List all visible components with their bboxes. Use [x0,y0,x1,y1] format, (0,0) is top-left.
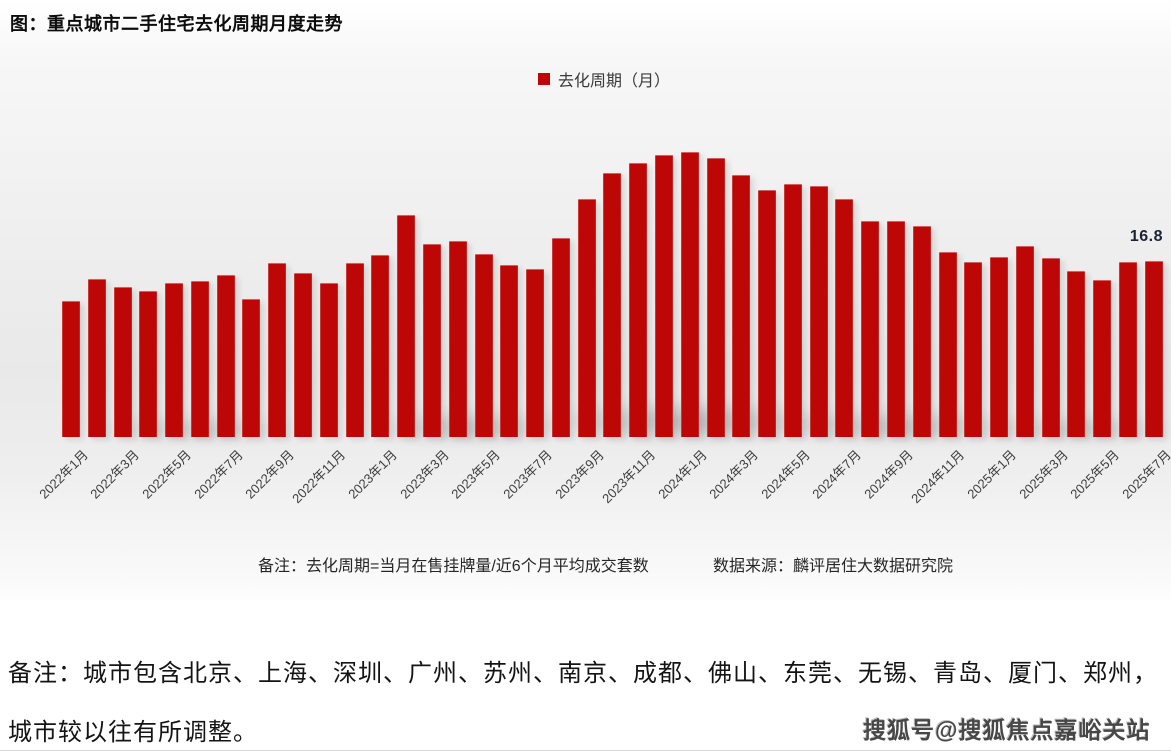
bar-2022年5月 [165,282,184,437]
chart: 图：重点城市二手住宅去化周期月度走势 去化周期（月） 2022年1月 2022年3… [0,0,1171,600]
bar-2022年9月 [268,262,287,437]
data-label-last: 16.8 [1129,228,1163,245]
bar-2023年11月 [629,163,648,437]
bar-2024年12月 [964,261,983,437]
x-tick-label: 2024年3月 [706,447,762,502]
caption-line2: 城市较以往有所调整。 [8,720,258,746]
bar-2023年4月 [448,240,467,437]
bar-2024年10月 [912,226,931,437]
bar-2022年4月 [139,291,158,437]
x-tick-label: 2023年3月 [397,447,452,502]
x-tick-label: 2024年11月 [908,447,968,507]
footnote-note: 备注：去化周期=当月在售挂牌量/近6个月平均成交套数 [258,558,649,575]
x-tick-label: 2022年3月 [87,447,143,502]
x-tick-label: 2024年1月 [655,447,710,502]
x-tick-label: 2024年9月 [861,447,916,502]
bar-2024年4月 [758,190,777,437]
bar-2022年3月 [113,286,132,437]
legend-swatch-icon [538,73,550,85]
bar-2023年10月 [603,172,622,437]
bar-2023年2月 [397,214,416,437]
caption-line1: 备注：城市包含北京、上海、深圳、广州、苏州、南京、成都、佛山、东莞、无锡、青岛、… [8,661,1158,687]
bar-2023年6月 [500,264,519,437]
bar-2024年11月 [938,252,957,437]
x-tick-label: 2025年3月 [1016,447,1071,502]
bar-2023年9月 [577,198,596,437]
bar-2022年11月 [319,282,338,437]
bar-2022年2月 [87,278,106,437]
bar-2022年12月 [345,262,364,437]
x-tick-label: 2022年5月 [139,447,194,502]
bar-2024年3月 [732,174,751,437]
x-tick-label: 2023年5月 [448,447,504,502]
bar-2024年5月 [783,184,802,437]
x-tick-label: 2022年11月 [289,447,349,507]
x-tick-label: 2024年5月 [758,447,813,502]
bar-2025年3月 [1041,257,1060,437]
watermark: 搜狐号@搜狐焦点嘉峪关站 [863,717,1151,743]
x-tick-label: 2023年1月 [345,447,401,502]
bar-2024年1月 [680,151,699,437]
x-tick-label: 2022年7月 [190,447,246,502]
bar-2023年3月 [422,243,441,437]
bar-2024年7月 [835,198,854,437]
legend-label: 去化周期（月） [558,73,671,90]
x-tick-label: 2025年7月 [1119,447,1171,502]
bar-2022年7月 [216,275,235,437]
bar-2025年1月 [990,256,1009,437]
bar-2024年6月 [809,186,828,437]
chart-title: 图：重点城市二手住宅去化周期月度走势 [10,14,343,34]
x-tick-label: 2023年11月 [599,447,659,507]
bottom-divider [0,750,1171,751]
x-tick-label: 2023年7月 [500,447,555,502]
bar-2024年2月 [706,157,725,437]
bar-2022年1月 [62,300,80,437]
bar-2024年9月 [887,220,905,437]
bar-2025年4月 [1067,271,1086,437]
x-tick-label: 2022年9月 [242,447,298,502]
bar-2025年7月 [1144,260,1163,437]
bar-2022年8月 [242,298,261,437]
bar-2023年7月 [526,269,545,437]
x-tick-label: 2025年1月 [964,447,1020,502]
bar-2023年1月 [371,255,390,437]
bar-2022年10月 [294,273,313,437]
x-tick-label: 2023年9月 [551,447,607,502]
bar-2025年6月 [1119,261,1138,437]
bar-2023年5月 [474,254,493,437]
bar-2023年12月 [654,154,673,437]
bar-2025年5月 [1093,279,1112,437]
bar-2022年6月 [190,280,209,437]
footnote-source: 数据来源：麟评居住大数据研究院 [713,558,954,575]
plot-area [62,140,1163,437]
bar-2025年2月 [1015,246,1034,437]
bar-2023年8月 [551,237,570,437]
x-tick-label: 2024年7月 [809,447,865,502]
legend: 去化周期（月） [538,67,670,91]
bar-2024年8月 [861,220,880,437]
x-tick-label: 2022年1月 [36,447,91,502]
x-tick-label: 2025年5月 [1067,447,1123,502]
